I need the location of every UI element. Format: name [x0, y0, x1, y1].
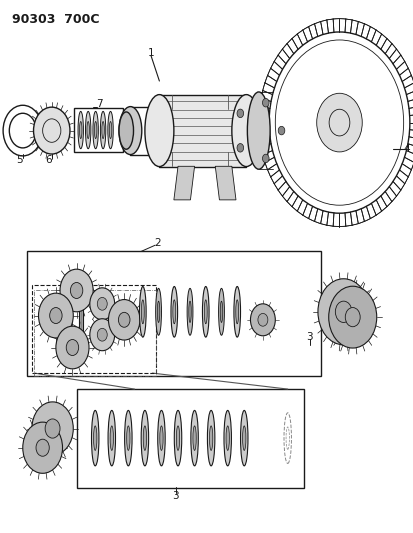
- Text: 5: 5: [17, 155, 23, 165]
- Circle shape: [316, 93, 361, 152]
- Ellipse shape: [110, 426, 113, 450]
- Ellipse shape: [242, 426, 245, 450]
- Ellipse shape: [157, 301, 159, 322]
- Bar: [74, 108, 123, 152]
- Ellipse shape: [87, 122, 89, 139]
- Ellipse shape: [202, 287, 209, 337]
- Circle shape: [237, 143, 243, 152]
- Circle shape: [90, 319, 114, 351]
- Circle shape: [56, 326, 89, 369]
- Ellipse shape: [233, 287, 240, 337]
- Ellipse shape: [235, 300, 238, 324]
- Ellipse shape: [247, 92, 270, 169]
- Circle shape: [70, 282, 83, 298]
- Ellipse shape: [188, 301, 191, 322]
- Circle shape: [335, 301, 351, 322]
- Ellipse shape: [93, 426, 97, 450]
- Bar: [76, 389, 304, 488]
- Circle shape: [250, 304, 275, 336]
- Text: 2: 2: [154, 238, 160, 247]
- Ellipse shape: [218, 288, 224, 335]
- Circle shape: [23, 422, 62, 473]
- Circle shape: [262, 99, 268, 107]
- Ellipse shape: [93, 111, 98, 149]
- Circle shape: [50, 308, 62, 324]
- Ellipse shape: [124, 410, 132, 466]
- Ellipse shape: [174, 410, 181, 466]
- Circle shape: [262, 154, 268, 163]
- Ellipse shape: [204, 300, 206, 324]
- Ellipse shape: [141, 410, 148, 466]
- Ellipse shape: [176, 426, 179, 450]
- Ellipse shape: [91, 410, 99, 466]
- Ellipse shape: [109, 122, 112, 139]
- Circle shape: [97, 328, 107, 341]
- Ellipse shape: [157, 410, 165, 466]
- Ellipse shape: [94, 122, 97, 139]
- Ellipse shape: [100, 111, 106, 149]
- Circle shape: [97, 297, 107, 310]
- Bar: [159, 95, 246, 166]
- Text: 1: 1: [147, 49, 154, 58]
- Ellipse shape: [190, 410, 198, 466]
- Circle shape: [66, 340, 78, 356]
- Circle shape: [36, 439, 49, 456]
- Ellipse shape: [231, 94, 260, 166]
- Ellipse shape: [143, 426, 146, 450]
- Ellipse shape: [187, 288, 192, 335]
- Ellipse shape: [223, 410, 231, 466]
- Circle shape: [45, 419, 60, 438]
- Bar: [27, 251, 320, 376]
- Ellipse shape: [78, 111, 83, 149]
- Ellipse shape: [141, 300, 144, 324]
- Polygon shape: [173, 166, 194, 200]
- Circle shape: [33, 107, 70, 154]
- Text: 7: 7: [96, 99, 102, 109]
- Ellipse shape: [126, 426, 130, 450]
- Circle shape: [278, 126, 284, 135]
- Ellipse shape: [145, 94, 173, 166]
- Circle shape: [328, 286, 376, 348]
- Bar: [34, 290, 156, 376]
- Ellipse shape: [240, 410, 247, 466]
- Circle shape: [60, 269, 93, 312]
- Ellipse shape: [171, 287, 177, 337]
- Bar: [32, 285, 156, 373]
- Ellipse shape: [85, 111, 91, 149]
- Ellipse shape: [102, 122, 104, 139]
- Text: 3: 3: [306, 332, 312, 342]
- Circle shape: [38, 293, 73, 338]
- Circle shape: [344, 308, 359, 327]
- Circle shape: [317, 279, 368, 345]
- Ellipse shape: [108, 410, 115, 466]
- Text: 3: 3: [172, 491, 179, 500]
- Ellipse shape: [209, 426, 212, 450]
- Ellipse shape: [207, 410, 214, 466]
- Ellipse shape: [155, 288, 161, 335]
- Ellipse shape: [192, 426, 196, 450]
- Text: 90303  700C: 90303 700C: [12, 13, 100, 26]
- Ellipse shape: [220, 301, 222, 322]
- Ellipse shape: [139, 287, 146, 337]
- Ellipse shape: [172, 300, 175, 324]
- Text: 4: 4: [402, 144, 409, 154]
- Ellipse shape: [225, 426, 229, 450]
- Circle shape: [118, 312, 130, 327]
- Text: 6: 6: [45, 155, 52, 165]
- Polygon shape: [215, 166, 235, 200]
- Ellipse shape: [107, 111, 113, 149]
- Circle shape: [90, 288, 114, 320]
- Circle shape: [237, 109, 243, 118]
- Circle shape: [32, 402, 73, 455]
- Circle shape: [108, 300, 140, 340]
- Ellipse shape: [79, 122, 82, 139]
- Ellipse shape: [119, 107, 141, 155]
- Ellipse shape: [159, 426, 163, 450]
- Ellipse shape: [119, 112, 133, 149]
- Circle shape: [257, 313, 267, 326]
